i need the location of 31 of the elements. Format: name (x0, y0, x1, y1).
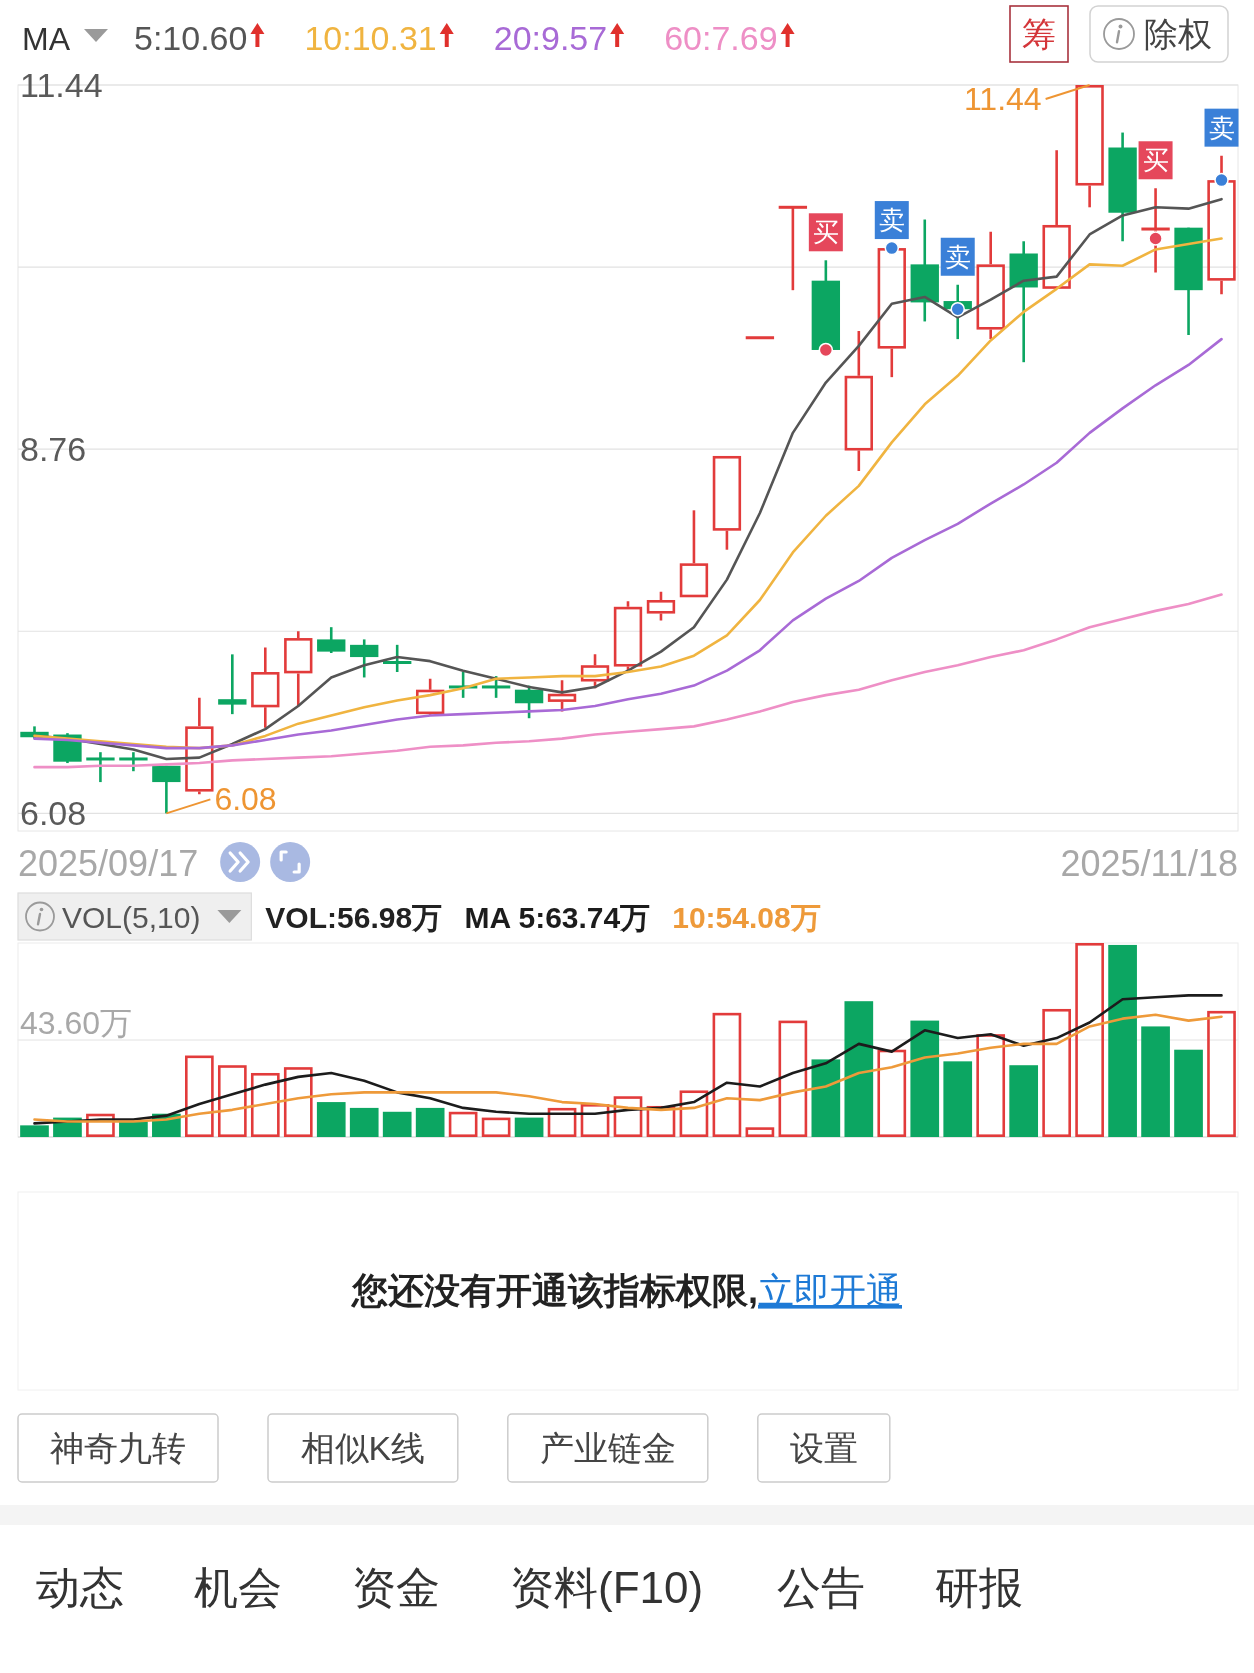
legend-title: MA (22, 21, 71, 57)
text: 您还没有开通该指标权限, (349, 1270, 759, 1311)
text: 资金 (352, 1563, 440, 1612)
y-tick-label: 11.44 (20, 66, 103, 104)
text: 研报 (935, 1563, 1024, 1612)
text: 筹 (1022, 15, 1056, 53)
text: 机会 (194, 1563, 282, 1612)
text: 10:54.08万 (672, 901, 821, 934)
annotation: 6.08 (214, 781, 277, 818)
text: 相似K线 (300, 1429, 426, 1467)
text: 10:10.31 (304, 19, 437, 57)
text: 资料(F10) (510, 1563, 704, 1612)
text: 产业链金 (539, 1429, 676, 1467)
text: 除权 (1144, 15, 1212, 53)
text: 2025/09/17 (18, 843, 199, 884)
text: VOL:56.98万 (265, 901, 443, 934)
text: 20:9.57 (493, 19, 608, 57)
annotation: 11.44 (963, 81, 1042, 117)
text: 动态 (36, 1563, 124, 1612)
text: MA 5:63.74万 (464, 901, 651, 934)
text: 5:10.60 (134, 19, 248, 57)
chart-title: VOL(5,10) (62, 901, 201, 934)
text: 60:7.69 (664, 19, 778, 57)
text: 2025/11/18 (1060, 843, 1238, 884)
text: 神奇九转 (50, 1429, 186, 1467)
text: 设置 (789, 1429, 858, 1467)
annotation: 43.60万 (20, 1005, 133, 1041)
text: 公告 (777, 1563, 866, 1612)
text: 立即开通 (758, 1270, 903, 1311)
y-tick-label: 8.76 (20, 430, 87, 469)
y-tick-label: 6.08 (20, 794, 87, 833)
